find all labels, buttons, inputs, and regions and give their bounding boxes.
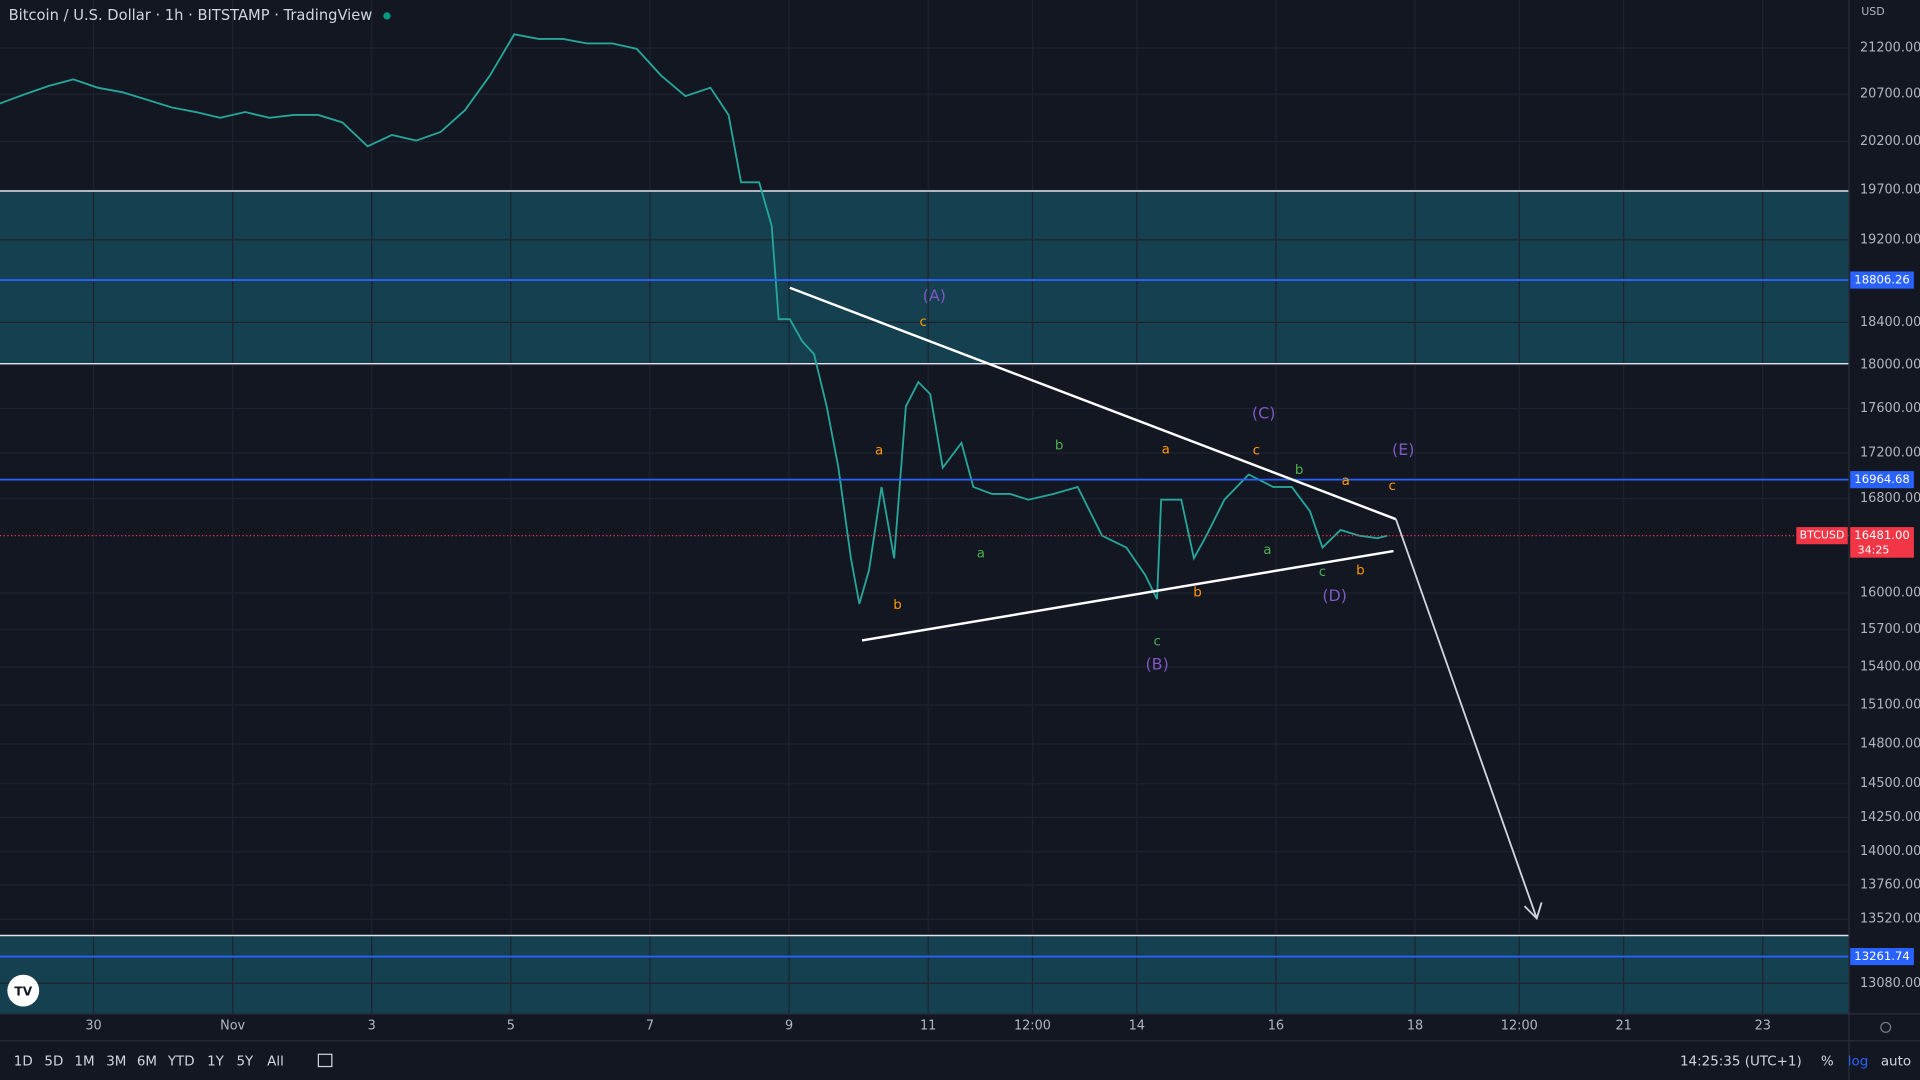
range-button[interactable]: 1Y <box>207 1055 225 1070</box>
range-button[interactable]: 1M <box>74 1055 94 1070</box>
range-button[interactable]: 6M <box>137 1055 157 1070</box>
wave-label: (C) <box>1252 403 1276 422</box>
x-tick-label: 9 <box>785 1019 793 1034</box>
wave-label: b <box>1356 564 1365 579</box>
range-button[interactable]: 5D <box>44 1055 63 1070</box>
x-tick-label: 16 <box>1268 1019 1284 1034</box>
y-tick-label: 19700.00 <box>1860 183 1920 198</box>
currency: USD <box>1861 5 1885 18</box>
settings-icon[interactable] <box>1880 1021 1892 1033</box>
y-tick-label: 14250.00 <box>1860 810 1920 825</box>
wave-label: a <box>1342 474 1350 489</box>
price-tag <box>1850 527 1914 558</box>
wave-label: c <box>1389 479 1396 494</box>
wave-label: (B) <box>1145 654 1168 673</box>
status-dot <box>383 12 391 20</box>
range-button[interactable]: 1D <box>14 1055 33 1070</box>
countdown: 34:25 <box>1858 543 1890 556</box>
chart-title: Bitcoin / U.S. Dollar · 1h · BITSTAMP · … <box>9 7 373 24</box>
x-tick-label: 3 <box>368 1019 376 1034</box>
trendline <box>861 549 1394 642</box>
x-tick-label: 5 <box>507 1019 515 1034</box>
x-tick-label: 11 <box>920 1019 936 1034</box>
y-tick-label: 14800.00 <box>1860 737 1920 752</box>
wave-label: b <box>893 598 902 613</box>
range-button[interactable]: 3M <box>106 1055 126 1070</box>
range-button[interactable]: All <box>267 1055 284 1070</box>
percent-toggle[interactable]: % <box>1821 1055 1834 1070</box>
price-line <box>0 33 1388 605</box>
zone <box>0 935 1849 1014</box>
wave-label: a <box>875 444 883 459</box>
y-tick-label: 14500.00 <box>1860 776 1920 791</box>
trendline <box>789 286 1397 521</box>
logo-text: TV <box>14 984 32 998</box>
wave-label: a <box>1162 442 1170 457</box>
y-tick-label: 15700.00 <box>1860 622 1920 637</box>
x-tick-label: Nov <box>220 1019 245 1034</box>
level-label: 16964.68 <box>1854 472 1909 486</box>
range-button[interactable]: YTD <box>167 1055 195 1070</box>
y-tick-label: 19200.00 <box>1860 232 1920 247</box>
wave-label: (A) <box>923 286 946 305</box>
wave-label: c <box>920 315 927 330</box>
level-tag <box>1850 471 1914 489</box>
zone <box>0 191 1849 364</box>
y-tick-label: 20200.00 <box>1860 134 1920 149</box>
level-tag <box>1850 947 1914 966</box>
x-tick-label: 12:00 <box>1014 1019 1051 1034</box>
x-tick-label: 12:00 <box>1501 1019 1538 1034</box>
wave-label: c <box>1153 635 1160 650</box>
auto-toggle[interactable]: auto <box>1881 1055 1911 1070</box>
price-label: 16481.00 <box>1854 528 1909 542</box>
x-tick-label: 23 <box>1755 1019 1771 1034</box>
date-range-icon[interactable] <box>317 1053 333 1068</box>
wave-label: c <box>1253 444 1260 459</box>
wave-label: b <box>1295 463 1304 478</box>
y-tick-label: 14000.00 <box>1860 844 1920 859</box>
wave-label: a <box>1263 543 1271 558</box>
x-tick-label: 30 <box>85 1019 101 1034</box>
y-tick-label: 16800.00 <box>1860 491 1920 506</box>
wave-label: (D) <box>1322 586 1347 605</box>
level-tag <box>1850 271 1914 289</box>
y-tick-label: 18400.00 <box>1860 315 1920 330</box>
y-tick-label: 13080.00 <box>1860 976 1920 991</box>
y-tick-label: 16000.00 <box>1860 586 1920 601</box>
y-tick-label: 21200.00 <box>1860 41 1920 56</box>
wave-label: b <box>1055 439 1064 454</box>
wave-label: (E) <box>1392 440 1414 459</box>
logo <box>7 974 40 1007</box>
level-label: 13261.74 <box>1854 949 1909 963</box>
log-toggle[interactable]: log <box>1848 1055 1869 1070</box>
level-label: 18806.26 <box>1854 273 1909 287</box>
wave-label: a <box>977 546 985 561</box>
wave-label: b <box>1193 586 1202 601</box>
y-tick-label: 15100.00 <box>1860 698 1920 713</box>
y-tick-label: 13760.00 <box>1860 878 1920 893</box>
y-tick-label: 17200.00 <box>1860 445 1920 460</box>
range-button[interactable]: 5Y <box>237 1055 255 1070</box>
clock: 14:25:35 (UTC+1) <box>1680 1055 1802 1070</box>
x-tick-label: 7 <box>646 1019 654 1034</box>
arrow <box>1395 518 1543 921</box>
y-tick-label: 17600.00 <box>1860 401 1920 416</box>
y-tick-label: 13520.00 <box>1860 912 1920 927</box>
symbol-label: BTCUSD <box>1800 529 1845 542</box>
symbol-tag <box>1796 527 1848 545</box>
wave-label: c <box>1319 565 1326 580</box>
x-tick-label: 14 <box>1129 1019 1145 1034</box>
x-tick-label: 21 <box>1615 1019 1631 1034</box>
y-tick-label: 15400.00 <box>1860 660 1920 675</box>
y-tick-label: 20700.00 <box>1860 87 1920 102</box>
y-tick-label: 18000.00 <box>1860 357 1920 372</box>
x-tick-label: 18 <box>1407 1019 1423 1034</box>
